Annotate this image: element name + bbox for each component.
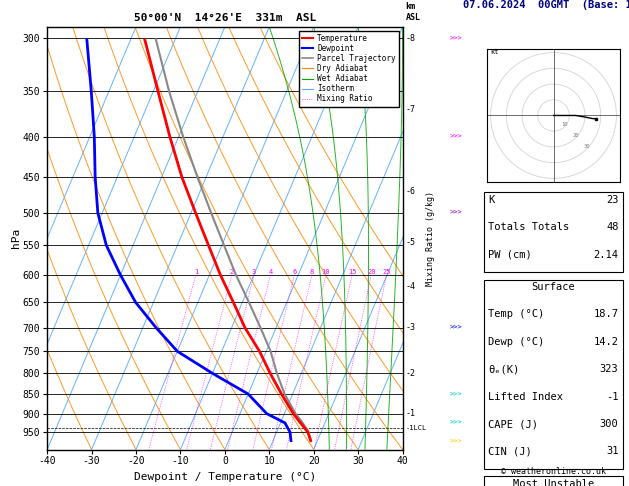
Text: Totals Totals: Totals Totals (489, 222, 570, 232)
Text: -8: -8 (406, 34, 416, 43)
Text: K: K (489, 195, 495, 205)
Text: 25: 25 (382, 269, 391, 275)
Text: -5: -5 (406, 238, 416, 247)
Text: 48: 48 (606, 222, 618, 232)
Text: -2: -2 (406, 369, 416, 378)
Text: 1: 1 (194, 269, 198, 275)
Text: 23: 23 (606, 195, 618, 205)
Text: 07.06.2024  00GMT  (Base: 12): 07.06.2024 00GMT (Base: 12) (463, 0, 629, 10)
Text: 2: 2 (230, 269, 234, 275)
Text: 323: 323 (600, 364, 618, 374)
Text: Temp (°C): Temp (°C) (489, 310, 545, 319)
Text: >>>: >>> (450, 134, 462, 139)
Title: 50°00'N  14°26'E  331m  ASL: 50°00'N 14°26'E 331m ASL (134, 13, 316, 23)
Text: 30: 30 (583, 144, 590, 150)
Text: -7: -7 (406, 105, 416, 114)
Text: 31: 31 (606, 447, 618, 456)
Text: >>>: >>> (450, 420, 462, 426)
Text: km
ASL: km ASL (406, 2, 421, 22)
Text: 20: 20 (572, 134, 579, 139)
Text: Mixing Ratio (g/kg): Mixing Ratio (g/kg) (426, 191, 435, 286)
Text: kt: kt (491, 49, 499, 55)
Text: -1: -1 (606, 392, 618, 401)
Text: 8: 8 (309, 269, 314, 275)
Text: >>>: >>> (450, 325, 462, 330)
Text: -6: -6 (406, 187, 416, 196)
Text: 10: 10 (321, 269, 330, 275)
Text: CIN (J): CIN (J) (489, 447, 532, 456)
Text: Most Unstable: Most Unstable (513, 479, 594, 486)
Text: >>>: >>> (450, 391, 462, 397)
Text: 20: 20 (367, 269, 376, 275)
Text: Lifted Index: Lifted Index (489, 392, 564, 401)
Text: PW (cm): PW (cm) (489, 250, 532, 260)
Text: 4: 4 (268, 269, 272, 275)
Text: 300: 300 (600, 419, 618, 429)
Text: θₑ(K): θₑ(K) (489, 364, 520, 374)
Text: 6: 6 (292, 269, 296, 275)
Text: >>>: >>> (450, 35, 462, 41)
Text: 14.2: 14.2 (594, 337, 618, 347)
Text: 10: 10 (561, 122, 568, 127)
Text: 2.14: 2.14 (594, 250, 618, 260)
Text: -3: -3 (406, 323, 416, 332)
Text: -4: -4 (406, 282, 416, 291)
Text: -1: -1 (406, 409, 416, 418)
Text: CAPE (J): CAPE (J) (489, 419, 538, 429)
Text: © weatheronline.co.uk: © weatheronline.co.uk (501, 468, 606, 476)
X-axis label: Dewpoint / Temperature (°C): Dewpoint / Temperature (°C) (134, 472, 316, 482)
Legend: Temperature, Dewpoint, Parcel Trajectory, Dry Adiabat, Wet Adiabat, Isotherm, Mi: Temperature, Dewpoint, Parcel Trajectory… (299, 31, 399, 106)
Text: 18.7: 18.7 (594, 310, 618, 319)
Text: -1LCL: -1LCL (406, 425, 427, 432)
Text: 3: 3 (252, 269, 256, 275)
Text: Dewp (°C): Dewp (°C) (489, 337, 545, 347)
Text: >>>: >>> (450, 439, 462, 445)
Text: >>>: >>> (450, 210, 462, 216)
Text: Surface: Surface (532, 282, 576, 292)
Y-axis label: hPa: hPa (11, 228, 21, 248)
Text: 15: 15 (348, 269, 356, 275)
